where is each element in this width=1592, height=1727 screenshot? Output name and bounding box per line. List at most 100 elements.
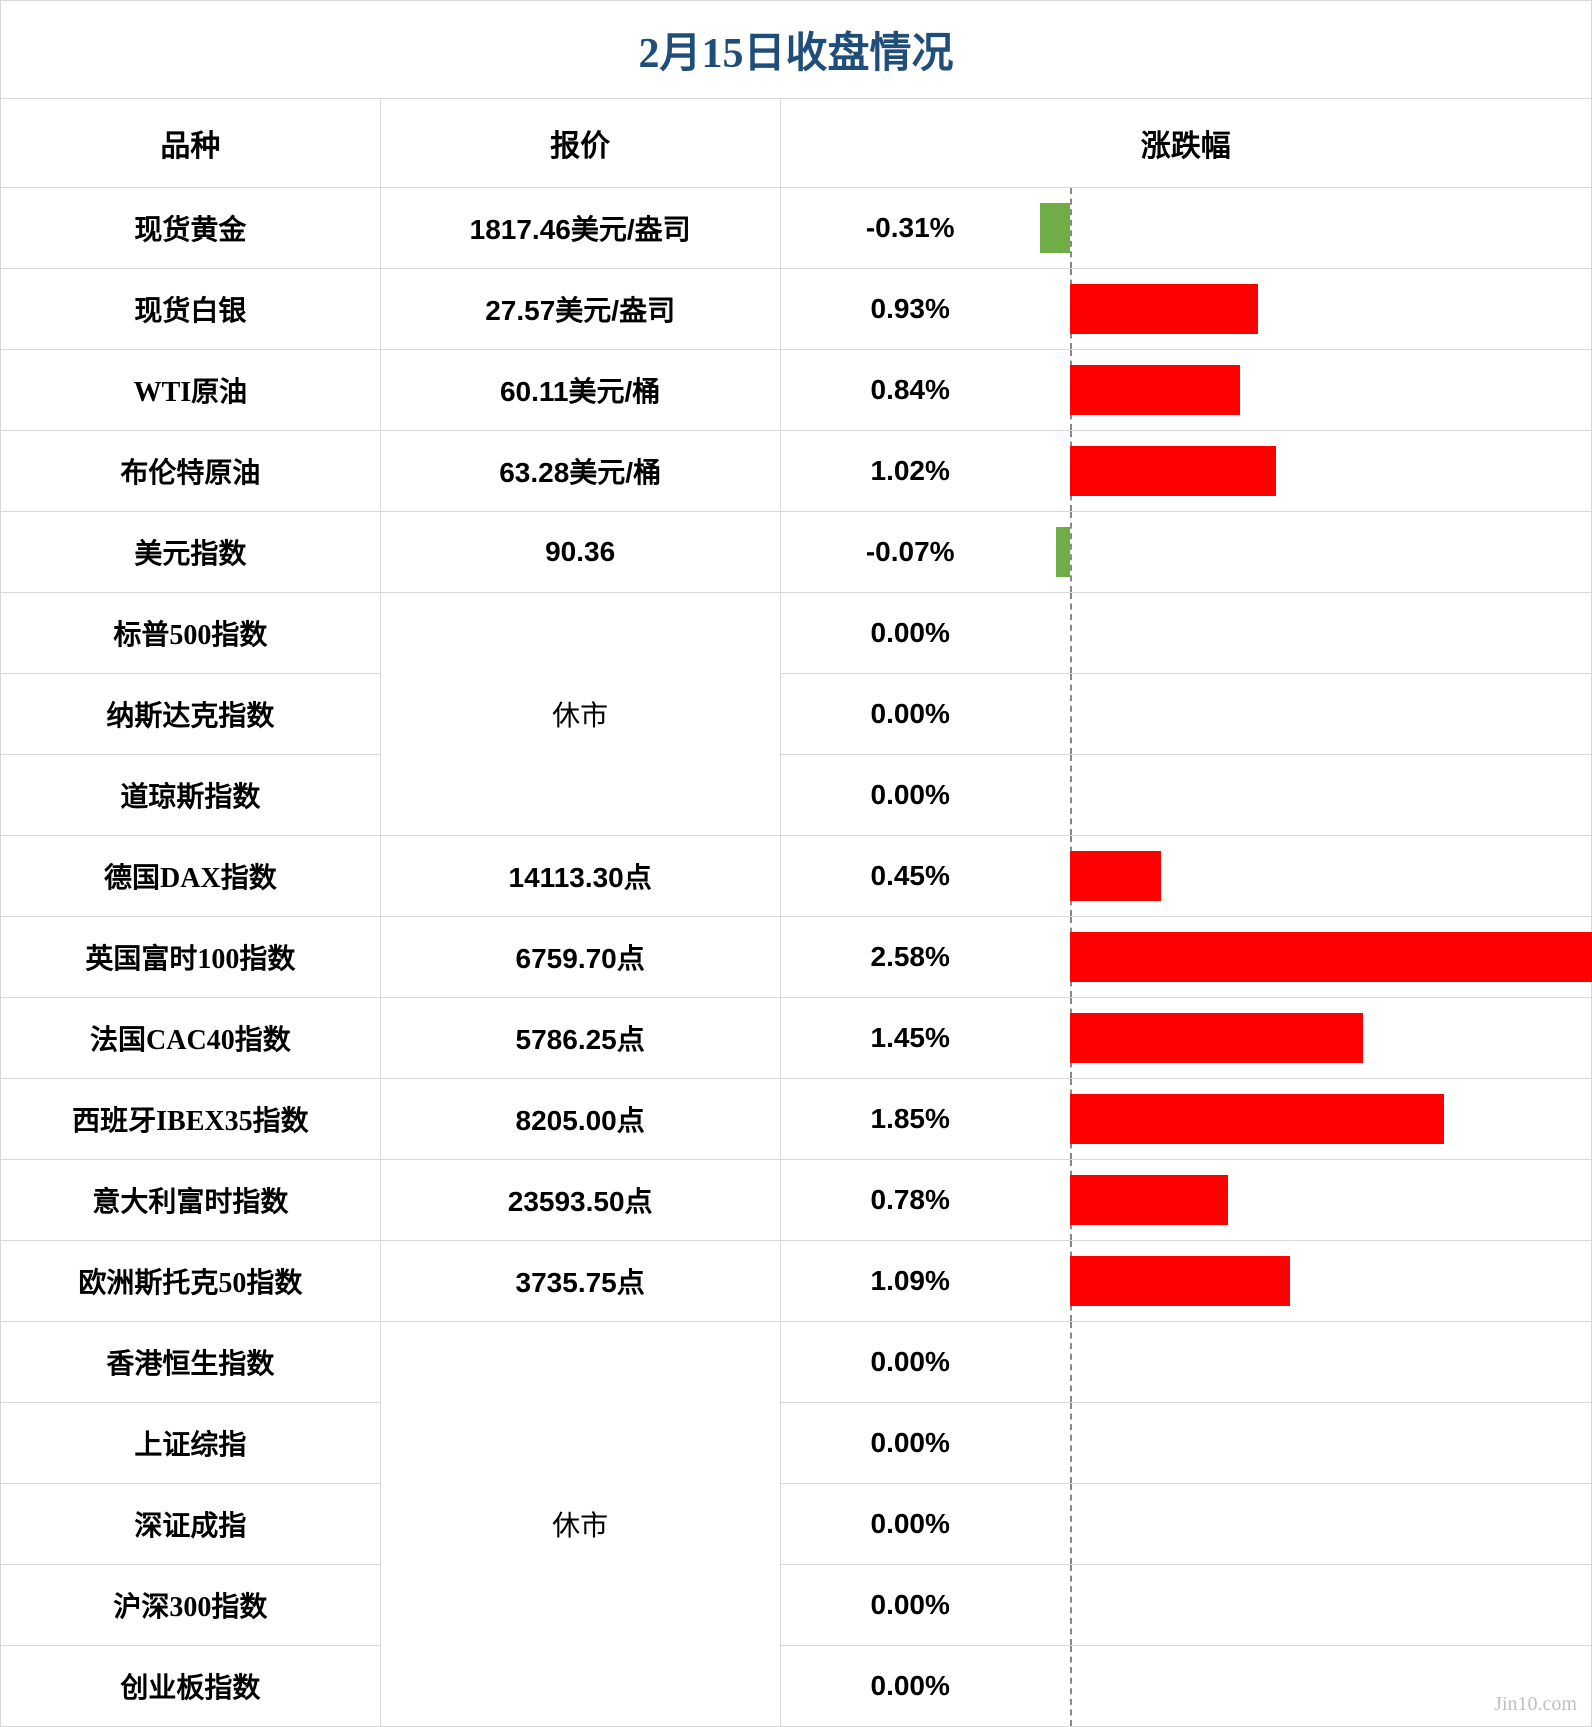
bar-container bbox=[1040, 1160, 1591, 1240]
cell-change-bar bbox=[1040, 755, 1592, 836]
table-row: 法国CAC40指数5786.25点1.45% bbox=[1, 998, 1592, 1079]
zero-axis bbox=[1070, 1322, 1072, 1402]
cell-change-bar bbox=[1040, 269, 1592, 350]
cell-price: 90.36 bbox=[380, 512, 780, 593]
bar-positive bbox=[1070, 284, 1258, 334]
cell-price: 63.28美元/桶 bbox=[380, 431, 780, 512]
cell-instrument-name: 标普500指数 bbox=[1, 593, 381, 674]
zero-axis bbox=[1070, 1646, 1072, 1726]
bar-container bbox=[1040, 1241, 1591, 1321]
cell-instrument-name: 德国DAX指数 bbox=[1, 836, 381, 917]
cell-change-bar bbox=[1040, 674, 1592, 755]
table-row: 英国富时100指数6759.70点2.58% bbox=[1, 917, 1592, 998]
bar-positive bbox=[1070, 1094, 1444, 1144]
cell-instrument-name: 沪深300指数 bbox=[1, 1565, 381, 1646]
bar-container bbox=[1040, 1484, 1591, 1564]
cell-change-bar bbox=[1040, 1322, 1592, 1403]
cell-change-bar bbox=[1040, 431, 1592, 512]
cell-change-pct: 0.00% bbox=[780, 1322, 1040, 1403]
table-row: WTI原油60.11美元/桶0.84% bbox=[1, 350, 1592, 431]
cell-change-pct: -0.31% bbox=[780, 188, 1040, 269]
bar-positive bbox=[1070, 1013, 1363, 1063]
cell-price: 6759.70点 bbox=[380, 917, 780, 998]
cell-change-bar bbox=[1040, 1241, 1592, 1322]
cell-change-bar bbox=[1040, 836, 1592, 917]
cell-instrument-name: 意大利富时指数 bbox=[1, 1160, 381, 1241]
cell-change-pct: 0.00% bbox=[780, 1403, 1040, 1484]
cell-price: 14113.30点 bbox=[380, 836, 780, 917]
cell-change-pct: 0.93% bbox=[780, 269, 1040, 350]
bar-container bbox=[1040, 836, 1591, 916]
table-row: 深证成指0.00% bbox=[1, 1484, 1592, 1565]
table-body: 现货黄金1817.46美元/盎司-0.31%现货白银27.57美元/盎司0.93… bbox=[1, 188, 1592, 1727]
cell-change-pct: 0.00% bbox=[780, 1646, 1040, 1727]
zero-axis bbox=[1070, 512, 1072, 592]
cell-change-bar bbox=[1040, 917, 1592, 998]
bar-container bbox=[1040, 674, 1591, 754]
zero-axis bbox=[1070, 188, 1072, 268]
cell-change-pct: 1.45% bbox=[780, 998, 1040, 1079]
header-row: 品种 报价 涨跌幅 bbox=[1, 99, 1592, 188]
cell-price: 23593.50点 bbox=[380, 1160, 780, 1241]
bar-container bbox=[1040, 998, 1591, 1078]
data-table: 品种 报价 涨跌幅 现货黄金1817.46美元/盎司-0.31%现货白银27.5… bbox=[0, 98, 1592, 1727]
cell-price: 60.11美元/桶 bbox=[380, 350, 780, 431]
bar-container bbox=[1040, 1403, 1591, 1483]
table-row: 现货白银27.57美元/盎司0.93% bbox=[1, 269, 1592, 350]
bar-positive bbox=[1070, 365, 1240, 415]
cell-instrument-name: 深证成指 bbox=[1, 1484, 381, 1565]
table-row: 德国DAX指数14113.30点0.45% bbox=[1, 836, 1592, 917]
market-close-table: 2月15日收盘情况 品种 报价 涨跌幅 现货黄金1817.46美元/盎司-0.3… bbox=[0, 0, 1592, 1727]
cell-change-bar: Jin10.com bbox=[1040, 1646, 1592, 1727]
cell-change-bar bbox=[1040, 1565, 1592, 1646]
table-row: 香港恒生指数休市0.00% bbox=[1, 1322, 1592, 1403]
cell-change-bar bbox=[1040, 1160, 1592, 1241]
cell-price: 27.57美元/盎司 bbox=[380, 269, 780, 350]
table-title: 2月15日收盘情况 bbox=[638, 31, 953, 77]
title-row: 2月15日收盘情况 bbox=[0, 0, 1592, 98]
bar-positive bbox=[1070, 446, 1276, 496]
cell-instrument-name: 纳斯达克指数 bbox=[1, 674, 381, 755]
bar-container bbox=[1040, 1079, 1591, 1159]
cell-change-pct: 1.85% bbox=[780, 1079, 1040, 1160]
cell-change-pct: 1.02% bbox=[780, 431, 1040, 512]
cell-change-pct: 0.00% bbox=[780, 755, 1040, 836]
cell-instrument-name: 法国CAC40指数 bbox=[1, 998, 381, 1079]
cell-instrument-name: 西班牙IBEX35指数 bbox=[1, 1079, 381, 1160]
cell-instrument-name: 现货黄金 bbox=[1, 188, 381, 269]
cell-instrument-name: 现货白银 bbox=[1, 269, 381, 350]
cell-instrument-name: WTI原油 bbox=[1, 350, 381, 431]
cell-change-pct: 0.00% bbox=[780, 593, 1040, 674]
bar-positive bbox=[1070, 1175, 1228, 1225]
bar-container bbox=[1040, 431, 1591, 511]
bar-negative bbox=[1056, 527, 1070, 577]
cell-price: 5786.25点 bbox=[380, 998, 780, 1079]
bar-negative bbox=[1040, 203, 1070, 253]
table-row: 意大利富时指数23593.50点0.78% bbox=[1, 1160, 1592, 1241]
bar-positive bbox=[1070, 851, 1161, 901]
cell-instrument-name: 上证综指 bbox=[1, 1403, 381, 1484]
bar-container bbox=[1040, 188, 1591, 268]
table-row: 上证综指 0.00% bbox=[1, 1403, 1592, 1484]
cell-price: 1817.46美元/盎司 bbox=[380, 188, 780, 269]
bar-container bbox=[1040, 593, 1591, 673]
cell-instrument-name: 欧洲斯托克50指数 bbox=[1, 1241, 381, 1322]
cell-change-pct: 1.09% bbox=[780, 1241, 1040, 1322]
cell-change-bar bbox=[1040, 512, 1592, 593]
zero-axis bbox=[1070, 1484, 1072, 1564]
cell-price-merged: 休市 bbox=[380, 1322, 780, 1727]
cell-instrument-name: 道琼斯指数 bbox=[1, 755, 381, 836]
table-row: 布伦特原油63.28美元/桶1.02% bbox=[1, 431, 1592, 512]
bar-container bbox=[1040, 512, 1591, 592]
bar-container bbox=[1040, 1322, 1591, 1402]
cell-instrument-name: 布伦特原油 bbox=[1, 431, 381, 512]
cell-change-bar bbox=[1040, 1079, 1592, 1160]
bar-container bbox=[1040, 755, 1591, 835]
table-row: 纳斯达克指数0.00% bbox=[1, 674, 1592, 755]
table-row: 美元指数90.36-0.07% bbox=[1, 512, 1592, 593]
cell-price: 8205.00点 bbox=[380, 1079, 780, 1160]
table-row: 现货黄金1817.46美元/盎司-0.31% bbox=[1, 188, 1592, 269]
table-row: 道琼斯指数 0.00% bbox=[1, 755, 1592, 836]
cell-change-bar bbox=[1040, 998, 1592, 1079]
cell-change-pct: 0.00% bbox=[780, 1565, 1040, 1646]
